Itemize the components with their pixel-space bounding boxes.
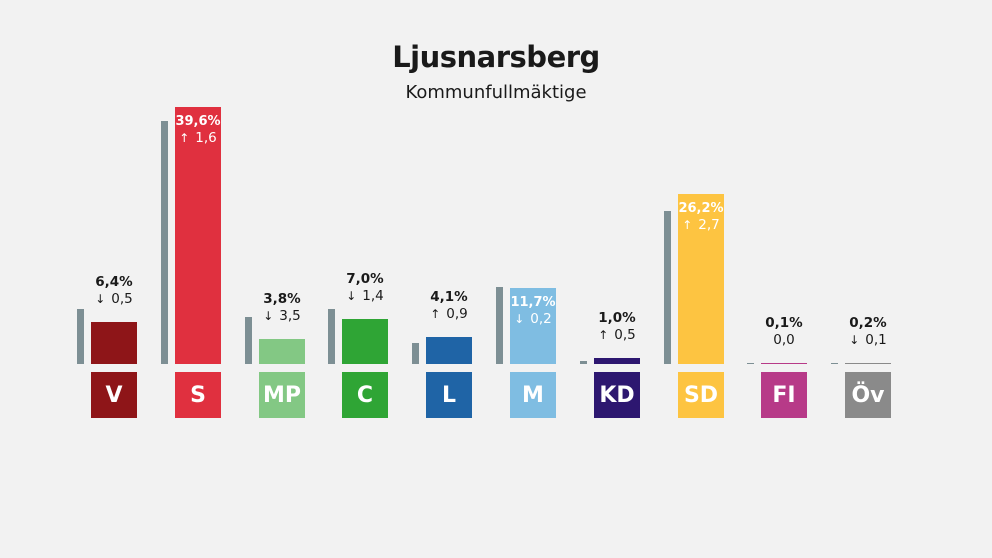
value-label-c: 7,0% ↓ 1,4 [335, 271, 395, 304]
prev-bar-m [496, 286, 503, 364]
change-label: ↓ 0,2 [510, 311, 556, 327]
change-label: ↑ 1,6 [175, 130, 221, 146]
party-label-m: M [510, 372, 556, 418]
bar-c [342, 318, 388, 364]
change-label: ↓ 3,5 [252, 308, 312, 324]
value-label-l: 4,1% ↑ 0,9 [419, 289, 479, 322]
party-label-c: C [342, 372, 388, 418]
bar-s [175, 106, 221, 364]
party-label-mp: MP [259, 372, 305, 418]
change-label: ↑ 2,7 [678, 217, 724, 233]
party-label-fi: FI [761, 372, 807, 418]
bar-kd [594, 357, 640, 364]
bar-m [510, 287, 556, 364]
prev-bar-c [328, 309, 335, 364]
value-text: 0,2% [849, 314, 887, 331]
value-text: 0,1% [765, 314, 803, 331]
arrow-up-icon: ↑ [598, 327, 609, 342]
change-value: 0,0 [773, 331, 795, 348]
arrow-down-icon: ↓ [95, 292, 106, 307]
chart-title: Ljusnarsberg [392, 40, 600, 74]
change-value: 1,6 [195, 129, 217, 146]
change-label: 0,0 [754, 332, 814, 348]
value-label-mp: 3,8% ↓ 3,5 [252, 291, 312, 324]
value-label-m: 11,7% ↓ 0,2 [510, 295, 556, 327]
prev-bar-v [77, 308, 84, 364]
value-text: 3,8% [263, 291, 301, 308]
value-text: 26,2% [678, 200, 724, 216]
value-label-s: 39,6% ↑ 1,6 [175, 114, 221, 146]
bar-l [426, 337, 472, 364]
change-label: ↑ 0,9 [419, 306, 479, 322]
change-value: 0,9 [446, 306, 468, 323]
value-text: 39,6% [175, 113, 221, 129]
prev-bar-kd [580, 360, 587, 364]
bar-v [91, 322, 137, 364]
prev-bar-fi [747, 362, 754, 364]
change-value: 0,1 [865, 331, 887, 348]
value-label-fi: 0,1% 0,0 [754, 315, 814, 348]
party-label-v: V [91, 372, 137, 418]
arrow-down-icon: ↓ [346, 288, 357, 303]
arrow-up-icon: ↑ [682, 217, 693, 232]
change-value: 0,5 [111, 291, 133, 308]
arrow-down-icon: ↓ [849, 332, 860, 347]
change-label: ↑ 0,5 [587, 327, 647, 343]
bar-ov [845, 362, 891, 364]
value-text: 7,0% [346, 270, 384, 287]
party-label-s: S [175, 372, 221, 418]
bar-sd [678, 193, 724, 364]
party-label-l: L [426, 372, 472, 418]
arrow-down-icon: ↓ [514, 311, 525, 326]
chart-subtitle: Kommunfullmäktige [405, 82, 587, 103]
value-label-ov: 0,2% ↓ 0,1 [838, 315, 898, 348]
value-label-v: 6,4% ↓ 0,5 [84, 274, 144, 307]
change-value: 0,2 [530, 310, 552, 327]
arrow-up-icon: ↑ [179, 130, 190, 145]
value-label-kd: 1,0% ↑ 0,5 [587, 310, 647, 343]
value-label-sd: 26,2% ↑ 2,7 [678, 201, 724, 233]
bar-mp [259, 339, 305, 364]
party-label-ov: Öv [845, 372, 891, 418]
prev-bar-sd [664, 211, 671, 364]
arrow-up-icon: ↑ [430, 307, 441, 322]
change-value: 2,7 [698, 216, 720, 233]
prev-bar-s [161, 120, 168, 364]
value-text: 1,0% [598, 309, 636, 326]
prev-bar-mp [245, 316, 252, 364]
value-text: 6,4% [95, 274, 133, 291]
change-label: ↓ 0,1 [838, 332, 898, 348]
prev-bar-ov [831, 362, 838, 364]
arrow-down-icon: ↓ [263, 309, 274, 324]
value-text: 11,7% [510, 294, 556, 310]
prev-bar-l [412, 343, 419, 364]
change-value: 0,5 [614, 326, 636, 343]
value-text: 4,1% [430, 289, 468, 306]
change-value: 3,5 [279, 308, 301, 325]
party-label-sd: SD [678, 372, 724, 418]
bar-fi [761, 362, 807, 364]
change-label: ↓ 1,4 [335, 288, 395, 304]
party-label-kd: KD [594, 372, 640, 418]
change-label: ↓ 0,5 [84, 291, 144, 307]
change-value: 1,4 [362, 287, 384, 304]
